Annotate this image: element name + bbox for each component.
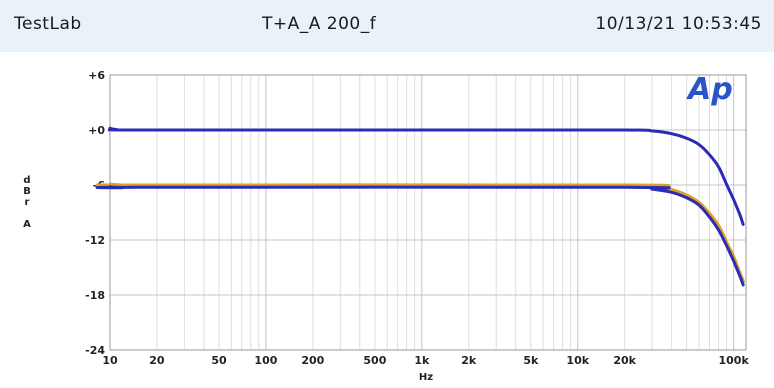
series-line-0 [107, 126, 745, 226]
x-tick-label: 10 [102, 354, 118, 367]
x-tick-label: 500 [363, 354, 386, 367]
grid [109, 74, 747, 351]
header-bar: TestLab T+A_A 200_f 10/13/21 10:53:45 [0, 0, 774, 52]
series-lines [95, 126, 745, 287]
y-tick-label: -18 [85, 289, 105, 302]
series-line-3 [95, 185, 745, 287]
y-tick-label: -12 [85, 234, 105, 247]
timestamp: 10/13/21 10:53:45 [595, 14, 762, 34]
ap-logo: Ap [686, 72, 733, 107]
y-tick-label: -24 [85, 344, 105, 357]
x-tick-label: 10k [566, 354, 589, 367]
device-name: T+A_A 200_f [262, 14, 377, 34]
x-tick-label: 5k [523, 354, 539, 367]
x-tick-label: 20k [613, 354, 636, 367]
plot-panel: +6 +0 -6 -12 -18 -24 10 20 50 100 200 500 1k 2k 5k 10k 2… [0, 52, 774, 388]
x-tick-label: 2k [461, 354, 477, 367]
x-tick-label: 100 [254, 354, 277, 367]
series-line-1 [95, 183, 745, 284]
x-axis-title: Hz [419, 372, 433, 383]
x-tick-label: 50 [211, 354, 227, 367]
lab-name: TestLab [14, 14, 82, 34]
y-tick-label: +6 [88, 69, 105, 82]
x-tick-label: 20 [149, 354, 165, 367]
plot-frame [109, 74, 747, 351]
series-line-2 [95, 182, 745, 282]
y-axis-title-char: A [23, 219, 31, 230]
x-tick-label: 200 [301, 354, 324, 367]
x-tick-label: 1k [414, 354, 430, 367]
y-tick-label: +0 [88, 124, 105, 137]
x-tick-label: 100k [719, 354, 750, 367]
y-axis-title-char: B [23, 186, 31, 197]
y-axis-title-char: d [23, 175, 30, 186]
y-axis-title-char: r [25, 197, 30, 208]
